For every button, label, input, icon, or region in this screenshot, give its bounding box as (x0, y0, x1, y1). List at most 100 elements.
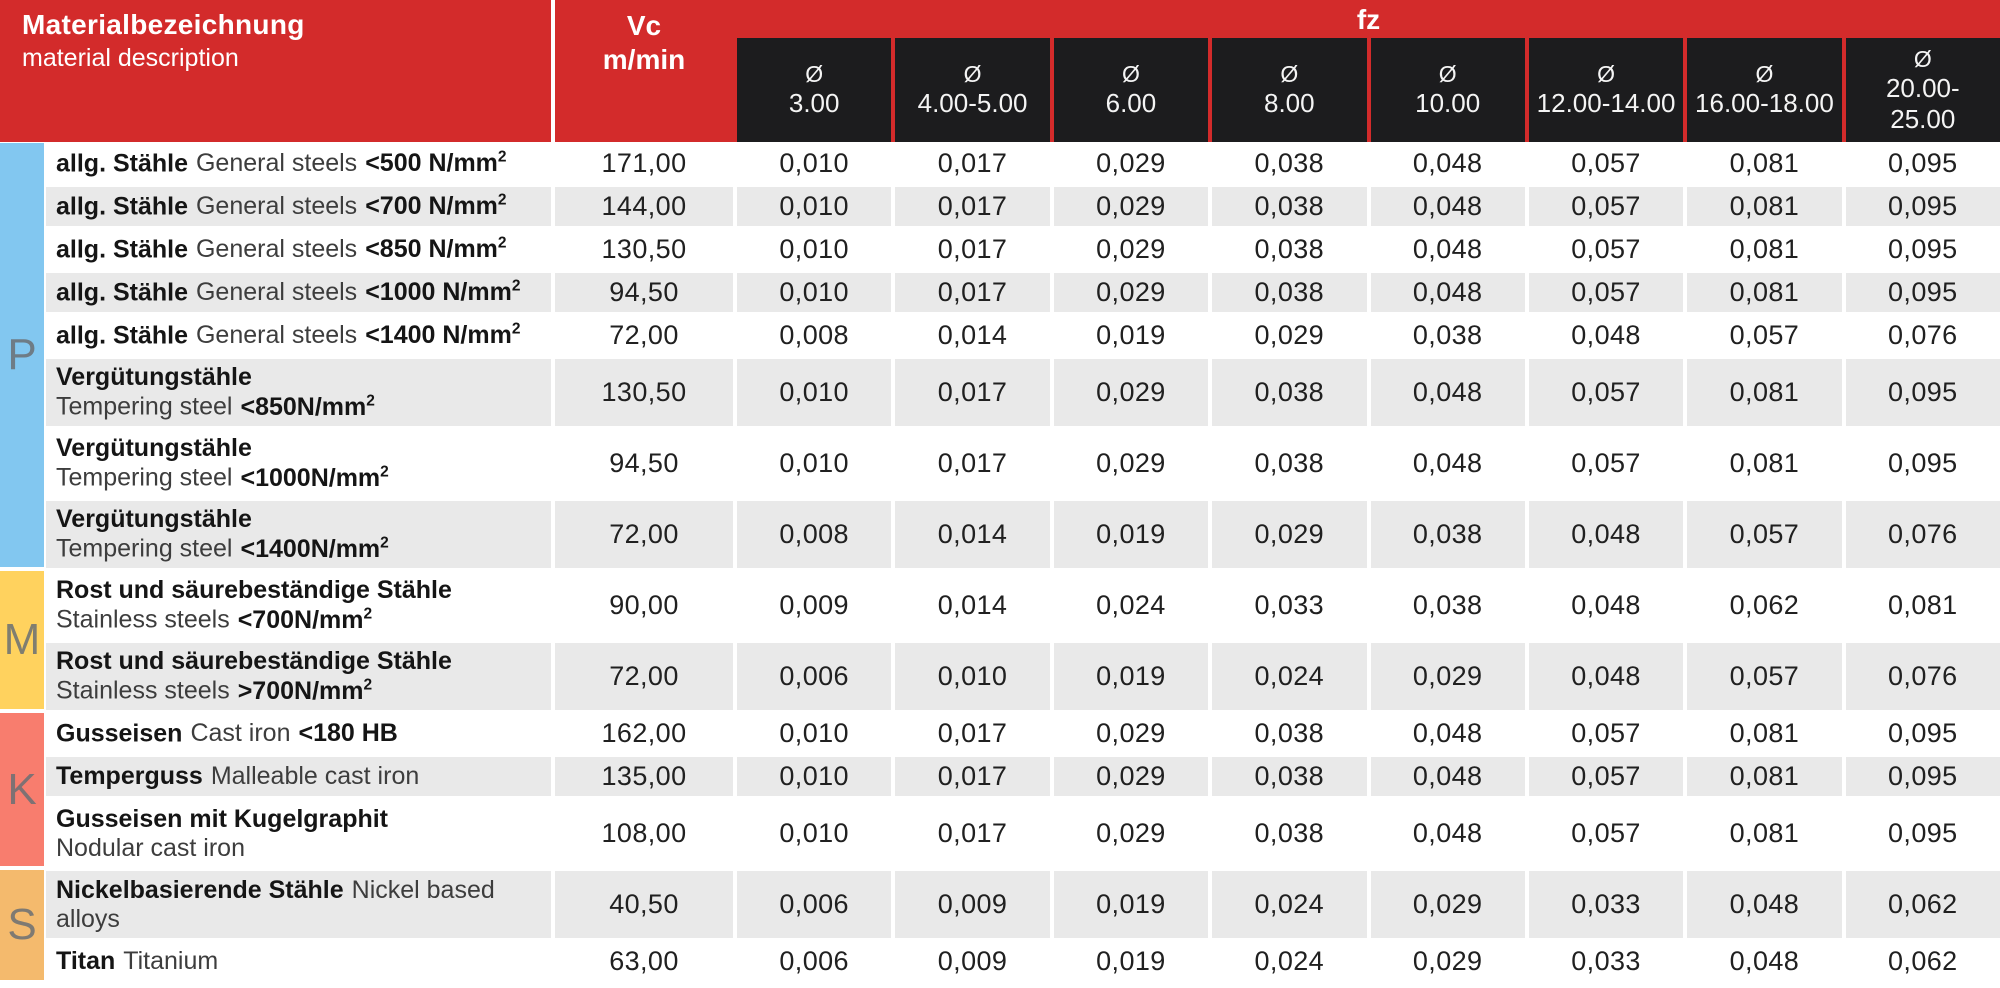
fz-value: 0,010 (737, 800, 892, 867)
vc-value: 63,00 (555, 942, 733, 981)
material-group-strip: K (0, 713, 44, 866)
fz-value: 0,048 (1528, 316, 1684, 355)
fz-value: 0,062 (1687, 572, 1842, 639)
material-spec-text: <1400 N/mm (365, 321, 512, 350)
diameter-column-header: Ø 6.00 (1053, 38, 1209, 142)
fz-value: 0,010 (737, 230, 892, 269)
fz-value: 0,076 (1845, 643, 2000, 710)
fz-value: 0,048 (1528, 501, 1684, 568)
fz-value: 0,010 (737, 273, 892, 312)
fz-value: 0,010 (737, 144, 892, 183)
material-spec-text: <850 N/mm (365, 235, 498, 264)
diameter-column-header: Ø 12.00-14.00 (1528, 38, 1684, 142)
vc-value: 94,50 (555, 273, 733, 312)
fz-value: 0,029 (1370, 871, 1525, 938)
fz-value: 0,017 (895, 230, 1050, 269)
fz-value: 0,014 (895, 501, 1050, 568)
fz-value: 0,033 (1528, 942, 1684, 981)
material-name-de: allg. Stähle (56, 278, 188, 307)
material-spec-text: <1000 N/mm (365, 278, 512, 307)
material-spec-sup: 2 (511, 320, 521, 338)
material-spec-sup: 2 (497, 234, 507, 252)
material-cell: Rost und säurebeständige Stähle Stainles… (46, 572, 551, 639)
material-cell: Nickelbasierende Stähle Nickel based allo… (46, 871, 551, 938)
material-spec-text: <1400N/mm (240, 534, 381, 563)
fz-value: 0,081 (1687, 230, 1842, 269)
fz-value: 0,029 (1053, 273, 1209, 312)
material-spec-sup: 2 (497, 191, 507, 209)
fz-value: 0,010 (737, 757, 892, 796)
fz-value: 0,029 (1053, 144, 1209, 183)
material-line-2: Stainless steels <700N/mm2 (56, 605, 541, 634)
fz-value: 0,081 (1687, 273, 1842, 312)
diameter-icon: Ø (1121, 61, 1140, 88)
table-row: Temperguss Malleable cast iron 135,00 0,0… (46, 755, 2000, 798)
fz-value: 0,010 (737, 359, 892, 426)
material-line-1: allg. Stähle General steels <850 N/mm2 (56, 235, 541, 264)
fz-value: 0,057 (1528, 800, 1684, 867)
fz-value: 0,081 (1687, 430, 1842, 497)
material-spec: <180 HB (299, 719, 398, 747)
table-row: Rost und säurebeständige Stähle Stainles… (46, 641, 2000, 712)
table-row: allg. Stähle General steels <1000 N/mm2 94… (46, 271, 2000, 314)
fz-value: 0,006 (737, 871, 892, 938)
diameter-icon: Ø (963, 61, 982, 88)
material-spec-text: <180 HB (298, 719, 398, 748)
fz-value: 0,014 (895, 316, 1050, 355)
material-line-1: Titan Titanium (56, 947, 541, 976)
fz-value: 0,081 (1687, 187, 1842, 226)
fz-value: 0,038 (1212, 714, 1367, 753)
material-spec: <850 N/mm2 (365, 235, 506, 263)
material-line-2: Tempering steel <850N/mm2 (56, 392, 541, 421)
table-rows: allg. Stähle General steels <500 N/mm2 171… (46, 142, 2000, 983)
fz-value: 0,048 (1528, 572, 1684, 639)
fz-value: 0,038 (1370, 501, 1525, 568)
material-line-2: Tempering steel <1000N/mm2 (56, 463, 541, 492)
fz-value: 0,029 (1053, 359, 1209, 426)
fz-value: 0,008 (737, 316, 892, 355)
fz-value: 0,057 (1528, 230, 1684, 269)
fz-value: 0,095 (1845, 144, 2000, 183)
fz-value: 0,029 (1053, 230, 1209, 269)
fz-value: 0,048 (1370, 359, 1525, 426)
material-cell: Vergütungstähle Tempering steel <1000N/mm… (46, 430, 551, 497)
vc-header-label: Vc (626, 10, 662, 41)
diameter-value: 12.00-14.00 (1536, 88, 1676, 119)
vc-value: 135,00 (555, 757, 733, 796)
fz-value: 0,057 (1528, 757, 1684, 796)
fz-value: 0,038 (1212, 800, 1367, 867)
material-spec-text: >700N/mm (237, 676, 364, 705)
fz-value: 0,017 (895, 714, 1050, 753)
fz-value: 0,048 (1370, 800, 1525, 867)
diameter-column-header: Ø 10.00 (1370, 38, 1525, 142)
fz-value: 0,048 (1528, 643, 1684, 710)
fz-value: 0,038 (1212, 359, 1367, 426)
material-line-1: Vergütungstähle (56, 363, 541, 392)
fz-value: 0,029 (1370, 942, 1525, 981)
material-line-1: Vergütungstähle (56, 505, 541, 534)
table-row: allg. Stähle General steels <850 N/mm2 130… (46, 228, 2000, 271)
material-line-1: allg. Stähle General steels <1400 N/mm2 (56, 321, 541, 350)
vc-value: 162,00 (555, 714, 733, 753)
diameter-value: 3.00 (788, 88, 840, 119)
material-spec: <1400 N/mm2 (365, 321, 520, 349)
fz-value: 0,057 (1528, 273, 1684, 312)
material-line-1: Nickelbasierende Stähle Nickel based allo… (56, 876, 541, 934)
vc-value: 130,50 (555, 230, 733, 269)
fz-value: 0,048 (1370, 230, 1525, 269)
table-row: allg. Stähle General steels <1400 N/mm2 72… (46, 314, 2000, 357)
fz-value: 0,024 (1053, 572, 1209, 639)
material-cell: allg. Stähle General steels <1000 N/mm2 (46, 273, 551, 312)
material-group-strip: S (0, 870, 44, 980)
fz-value: 0,048 (1370, 430, 1525, 497)
material-cell: Titan Titanium (46, 942, 551, 981)
material-spec-text: <700 N/mm (365, 192, 498, 221)
fz-value: 0,081 (1687, 359, 1842, 426)
fz-value: 0,017 (895, 800, 1050, 867)
material-cell: Vergütungstähle Tempering steel <1400N/mm… (46, 501, 551, 568)
diameter-icon: Ø (1280, 61, 1299, 88)
material-spec: >700N/mm2 (237, 676, 372, 705)
table-row: Gusseisen mit Kugelgraphit Nodular cast … (46, 798, 2000, 869)
material-spec: <700N/mm2 (238, 605, 372, 633)
